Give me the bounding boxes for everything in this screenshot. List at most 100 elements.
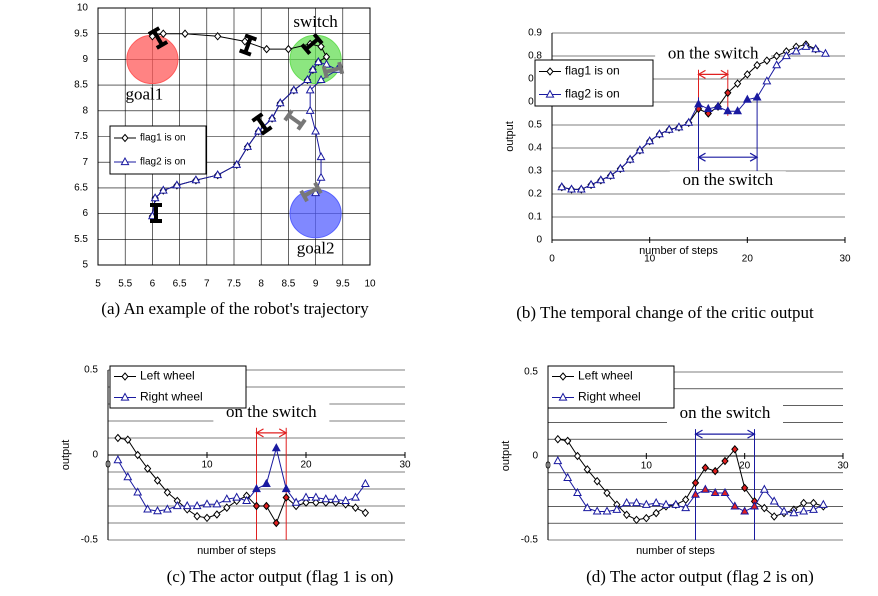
data-point [143, 464, 152, 473]
legend-marker [121, 133, 129, 143]
data-point [322, 59, 331, 68]
x-tick-label: 9 [313, 279, 319, 290]
region-label: goal1 [126, 84, 164, 103]
y-tick-label: 0.1 [528, 212, 542, 223]
data-point [759, 484, 769, 493]
legend-marker [120, 392, 130, 401]
x-tick-label: 30 [399, 460, 411, 471]
y-tick-label: 9.5 [74, 28, 88, 39]
data-point [623, 510, 631, 520]
y-tick-label: 0.5 [524, 367, 538, 378]
data-point [291, 497, 301, 506]
arrow-head [697, 69, 706, 79]
data-point [632, 497, 641, 507]
annotation-bg [655, 44, 772, 65]
data-point [818, 499, 828, 508]
data-point [691, 478, 700, 488]
robot-icon [321, 61, 345, 79]
data-point [193, 511, 201, 521]
data-point [612, 504, 622, 513]
arrow-head [749, 152, 759, 162]
robot-icon [283, 109, 307, 131]
data-point [770, 512, 778, 521]
region [289, 188, 342, 239]
data-point [554, 434, 562, 444]
series-line [561, 46, 826, 190]
y-axis-label: output [504, 121, 516, 152]
data-point [331, 494, 341, 503]
legend-label: flag2 is on [140, 157, 186, 168]
data-point [681, 503, 691, 512]
data-point [741, 483, 749, 493]
y-tick-label: 6 [82, 208, 88, 219]
annotation-text: on the switch [668, 43, 759, 62]
data-point [311, 492, 321, 501]
data-point [700, 484, 710, 493]
data-point [750, 501, 759, 510]
annotation-bg [667, 404, 783, 425]
legend-marker [545, 89, 555, 98]
y-tick-label: 7.5 [74, 131, 88, 142]
robot-icon [147, 26, 169, 50]
data-point [223, 503, 231, 512]
data-point [563, 472, 573, 481]
y-tick-label: 0 [92, 450, 98, 461]
data-point [632, 515, 641, 525]
data-point [272, 518, 280, 528]
data-point [694, 99, 703, 108]
data-point [133, 487, 143, 496]
y-tick-label: 8.5 [74, 80, 88, 91]
data-point [316, 152, 326, 161]
x-tick-label: 20 [739, 461, 751, 472]
data-point [114, 433, 122, 443]
data-point [282, 493, 290, 502]
x-tick-label: 5 [95, 279, 101, 290]
legend-marker [546, 67, 554, 76]
x-tick-label: 30 [837, 461, 849, 472]
data-point [182, 500, 192, 510]
data-point [671, 499, 681, 508]
data-point [762, 76, 772, 85]
robot-icon [300, 32, 324, 56]
x-tick-label: 7.5 [227, 279, 241, 290]
x-tick-label: 10 [641, 461, 653, 472]
data-point [553, 455, 563, 465]
data-point [661, 499, 671, 508]
region [126, 34, 179, 85]
data-point [684, 117, 694, 126]
data-point [593, 476, 601, 486]
y-tick-label: 0.8 [528, 51, 542, 62]
data-point [615, 163, 625, 172]
x-axis-label: number of steps [636, 545, 715, 557]
y-tick-label: 0.4 [528, 143, 542, 154]
x-tick-label: 6 [150, 279, 156, 290]
data-point [308, 64, 318, 73]
data-point [763, 56, 771, 65]
legend-label: Right wheel [578, 390, 641, 404]
x-axis-label: number of steps [197, 545, 276, 557]
data-point [713, 101, 723, 110]
legend-marker [559, 372, 567, 381]
data-point [153, 476, 162, 485]
y-tick-label: -0.5 [521, 535, 539, 546]
data-point [564, 436, 572, 446]
x-tick-label: 20 [742, 254, 754, 265]
x-tick-label: 5.5 [118, 279, 132, 290]
data-point [360, 478, 370, 487]
data-point [172, 180, 182, 189]
caption: (a) An example of the robot's trajectory [101, 299, 369, 318]
robot-icon [251, 112, 273, 136]
data-point [583, 465, 591, 474]
data-point [242, 495, 252, 504]
y-tick-label: -0.5 [81, 535, 99, 546]
y-tick-label: 0.3 [528, 166, 542, 177]
data-point [586, 179, 596, 188]
data-point [241, 37, 249, 46]
legend-box [109, 125, 207, 175]
data-point [654, 129, 664, 138]
data-point [311, 126, 321, 135]
data-point [316, 74, 326, 84]
legend-marker [121, 372, 129, 381]
data-point [317, 42, 325, 51]
